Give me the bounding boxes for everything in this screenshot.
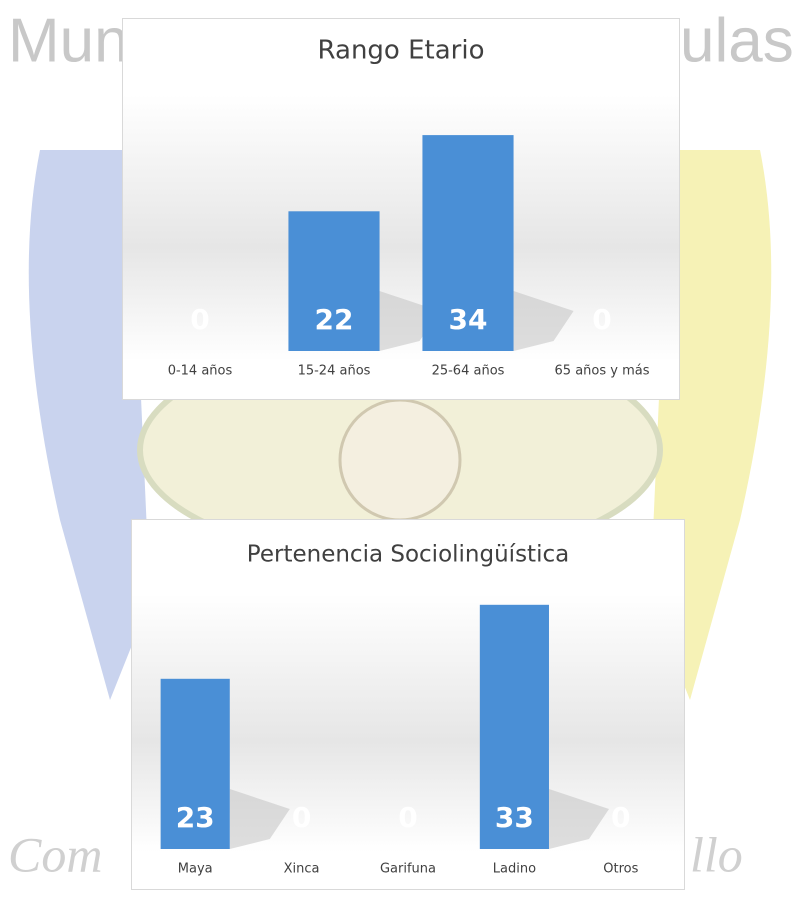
data-label: 0 bbox=[398, 801, 417, 834]
x-tick-label: 65 años y más bbox=[555, 364, 650, 379]
data-label: 0 bbox=[592, 303, 611, 336]
watermark: Mun bbox=[8, 6, 129, 75]
data-label: 33 bbox=[495, 801, 534, 834]
x-tick-label: 25-64 años bbox=[432, 364, 505, 379]
chart: Rango Etario 0 0-14 años 22 15-24 años 34 25-6… bbox=[122, 18, 680, 400]
x-tick-label: 0-14 años bbox=[168, 364, 233, 379]
x-tick-label: Xinca bbox=[284, 862, 320, 877]
watermark: ulas bbox=[680, 6, 794, 75]
data-label: 0 bbox=[611, 801, 630, 834]
bar bbox=[160, 678, 230, 849]
chart: Pertenencia Sociolingüística 23 Maya 0 Xinca… bbox=[131, 519, 685, 890]
data-label: 22 bbox=[315, 303, 354, 336]
bar-shadow bbox=[548, 789, 609, 849]
chart-title: Rango Etario bbox=[318, 36, 485, 66]
x-tick-label: Ladino bbox=[493, 862, 536, 877]
x-tick-label: Otros bbox=[603, 862, 638, 877]
data-label: 0 bbox=[190, 303, 209, 336]
data-label: 23 bbox=[176, 801, 215, 834]
x-tick-label: Garifuna bbox=[380, 862, 436, 877]
bar bbox=[422, 135, 514, 351]
data-label: 0 bbox=[292, 801, 311, 834]
bar bbox=[288, 211, 380, 351]
x-tick-label: Maya bbox=[178, 862, 213, 877]
bar bbox=[479, 604, 549, 849]
data-label: 34 bbox=[449, 303, 488, 336]
flag-blue bbox=[28, 150, 150, 700]
bar-shadow bbox=[229, 789, 290, 849]
chart-title: Pertenencia Sociolingüística bbox=[247, 542, 569, 568]
bar-shadow bbox=[513, 291, 574, 351]
watermark: llo bbox=[690, 826, 743, 882]
watermark: Com bbox=[8, 826, 102, 882]
emblem-center bbox=[338, 398, 462, 522]
x-tick-label: 15-24 años bbox=[298, 364, 371, 379]
